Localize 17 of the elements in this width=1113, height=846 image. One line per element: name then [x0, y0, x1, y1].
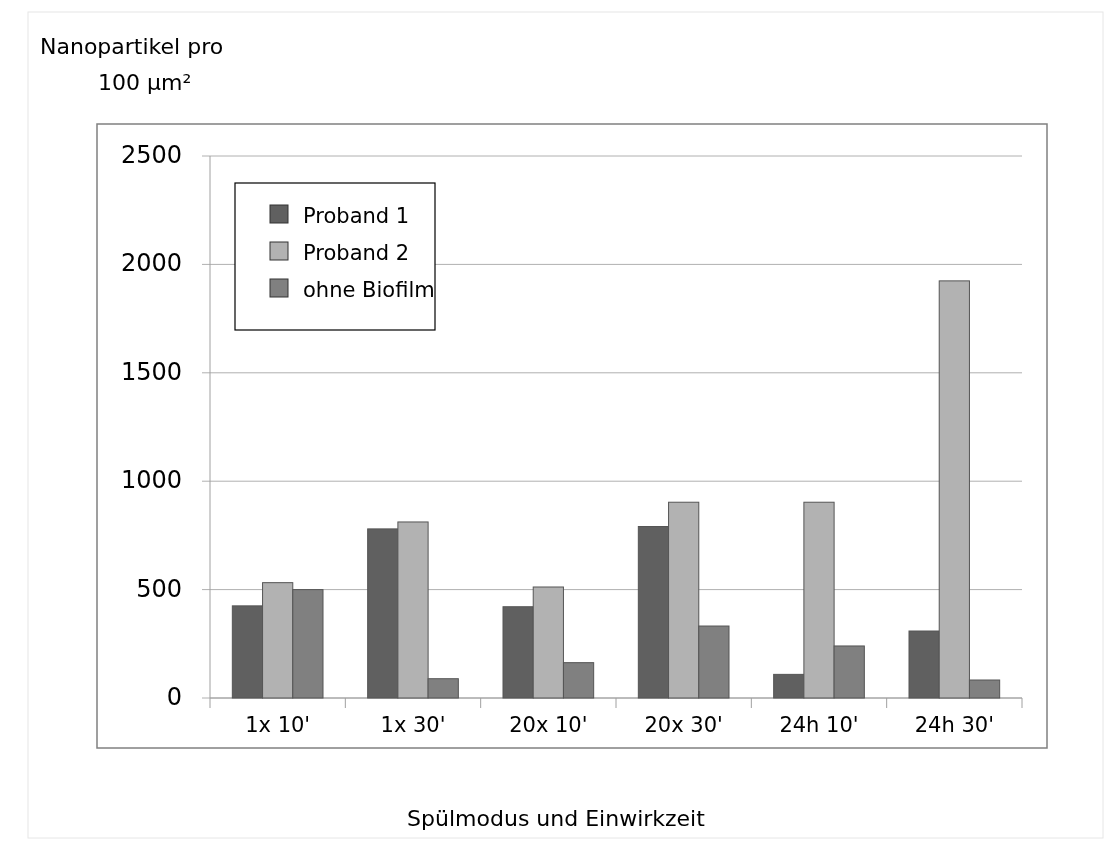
- x-tick-label: 24h 10': [779, 713, 859, 737]
- x-tick-label: 20x 10': [509, 713, 588, 737]
- y-tick-label: 1500: [120, 357, 182, 386]
- y-axis-title: Nanopartikel pro 100 µm²: [40, 34, 224, 95]
- y-tick-label: 2000: [120, 249, 182, 278]
- x-tick-label: 1x 10': [245, 713, 311, 737]
- legend-label: Proband 2: [303, 241, 410, 265]
- y-tick-label: 1000: [120, 466, 182, 495]
- y-tick-label: 2500: [120, 141, 182, 169]
- y-tick-label: 0: [166, 683, 182, 711]
- legend-label: ohne Biofilm: [303, 278, 435, 302]
- x-tick-label: 1x 30': [380, 713, 446, 737]
- y-tick-label: 500: [136, 574, 182, 603]
- x-axis-title: Spülmodus und Einwirkzeit: [407, 806, 706, 831]
- legend-label: Proband 1: [303, 204, 410, 228]
- x-tick-label: 20x 30': [644, 713, 723, 737]
- x-tick-label: 24h 30': [914, 713, 994, 737]
